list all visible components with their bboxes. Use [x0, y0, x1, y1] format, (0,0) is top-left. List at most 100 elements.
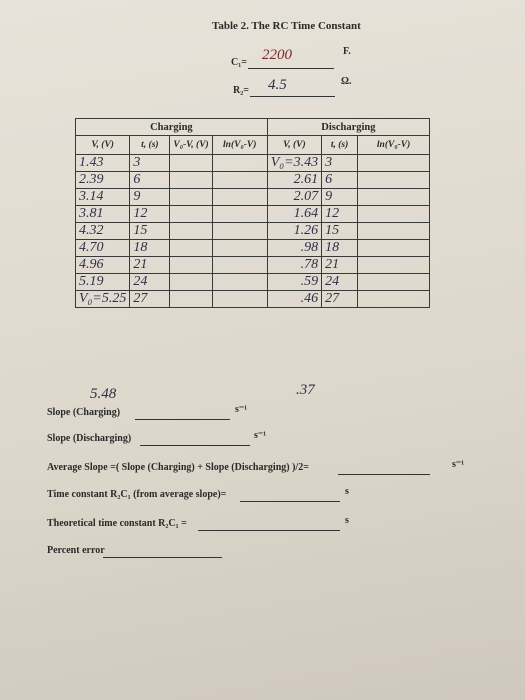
cell	[169, 256, 213, 274]
cell: .46	[266, 290, 323, 308]
discharging-final: .37	[296, 382, 315, 398]
cell: 2.61	[266, 171, 323, 189]
blank	[250, 96, 335, 97]
blank	[248, 68, 334, 69]
data-row: V₀=5.25 27.46 27	[74, 290, 431, 308]
cell: 24	[321, 273, 359, 291]
cell: 21	[321, 256, 359, 274]
data-row: 3.81 12 1.64 12	[74, 205, 431, 223]
cell: 3	[129, 154, 171, 172]
unit: s⁻¹	[254, 430, 267, 441]
cell: 27	[321, 290, 359, 308]
cell	[211, 154, 268, 172]
charging-final: 5.48	[90, 386, 117, 402]
unit: s⁻¹	[452, 459, 465, 470]
answer-line	[240, 501, 340, 502]
cell: 18	[321, 239, 359, 257]
question-label: Time constant R₂C₁ (from average slope)=	[47, 489, 227, 500]
cell	[211, 290, 268, 308]
cell	[169, 290, 213, 308]
cell	[357, 290, 431, 308]
cell	[211, 256, 268, 274]
cell	[169, 171, 213, 189]
cell: 18	[129, 239, 171, 257]
column-header: ln(V₀-V)	[357, 135, 431, 155]
question-label: Theoretical time constant R₂C₁ =	[47, 518, 187, 529]
data-row: 2.39 6 2.61 6	[74, 171, 431, 189]
column-header: t, (s)	[321, 135, 359, 155]
cell: 1.26	[266, 222, 323, 240]
cap-unit: F.	[343, 46, 351, 57]
cell	[211, 273, 268, 291]
cell: 5.19	[74, 273, 131, 291]
data-row: 1.43 3 V₀=3.43 3	[74, 154, 431, 172]
cell: 15	[321, 222, 359, 240]
answer-line	[198, 530, 340, 531]
cell: .59	[266, 273, 323, 291]
cell	[357, 171, 431, 189]
cell: 1.64	[266, 205, 323, 223]
data-row: 4.32 15 1.26 15	[74, 222, 431, 240]
cell	[357, 188, 431, 206]
cell: 4.96	[74, 256, 131, 274]
cell: 21	[129, 256, 171, 274]
data-table: Charging Discharging V, (V) t, (s) V₀-V, (V)…	[74, 118, 431, 308]
cell	[211, 205, 268, 223]
cell: 1.43	[74, 154, 131, 172]
cell	[169, 205, 213, 223]
question-label: Slope (Discharging)	[47, 433, 132, 444]
question-label: Average Slope =( Slope (Charging) + Slop…	[47, 462, 309, 473]
cell	[169, 154, 213, 172]
cell: V₀=5.25	[74, 290, 131, 308]
cell: 3.81	[74, 205, 131, 223]
cell: 6	[129, 171, 171, 189]
cell: V₀=3.43	[266, 154, 323, 172]
question-label: Percent error	[47, 545, 105, 556]
column-header: V, (V)	[74, 135, 131, 155]
group-header: Discharging	[266, 118, 431, 136]
cap-label: C₁=	[231, 57, 247, 68]
cap-value: 2200	[262, 47, 292, 63]
cell	[169, 239, 213, 257]
column-header: V, (V)	[266, 135, 323, 155]
cell	[357, 273, 431, 291]
answer-line	[140, 445, 250, 446]
unit: s⁻¹	[235, 404, 248, 415]
header-row: V, (V) t, (s) V₀-V, (V) ln(V₀-V) V, (V) t, (s…	[74, 135, 431, 155]
res-value: 4.5	[268, 77, 287, 93]
cell: 3	[321, 154, 359, 172]
column-header: ln(V₀-V)	[211, 135, 268, 155]
unit: s	[345, 515, 349, 526]
res-label: R₂=	[233, 85, 249, 96]
cell: 9	[129, 188, 171, 206]
cell: 6	[321, 171, 359, 189]
data-row: 4.70 18.98 18	[74, 239, 431, 257]
cell: 9	[321, 188, 359, 206]
title: Table 2. The RC Time Constant	[212, 20, 361, 32]
cell	[211, 222, 268, 240]
cell: 12	[321, 205, 359, 223]
cell	[169, 188, 213, 206]
data-row: 3.14 9 2.07 9	[74, 188, 431, 206]
data-row: 4.96 21.78 21	[74, 256, 431, 274]
cell	[169, 273, 213, 291]
answer-line	[135, 419, 230, 420]
column-header: V₀-V, (V)	[169, 135, 213, 155]
cell	[357, 222, 431, 240]
group-header: Charging	[75, 118, 268, 136]
cell	[211, 188, 268, 206]
question-label: Slope (Charging)	[47, 407, 121, 418]
cell	[357, 256, 431, 274]
cell: 3.14	[74, 188, 131, 206]
cell: 12	[129, 205, 171, 223]
cell	[357, 205, 431, 223]
cell: 27	[129, 290, 171, 308]
cell	[357, 239, 431, 257]
group-row: Charging Discharging	[75, 118, 431, 136]
cell	[169, 222, 213, 240]
data-row: 5.19 24.59 24	[74, 273, 431, 291]
cell	[211, 239, 268, 257]
answer-line	[338, 474, 430, 475]
